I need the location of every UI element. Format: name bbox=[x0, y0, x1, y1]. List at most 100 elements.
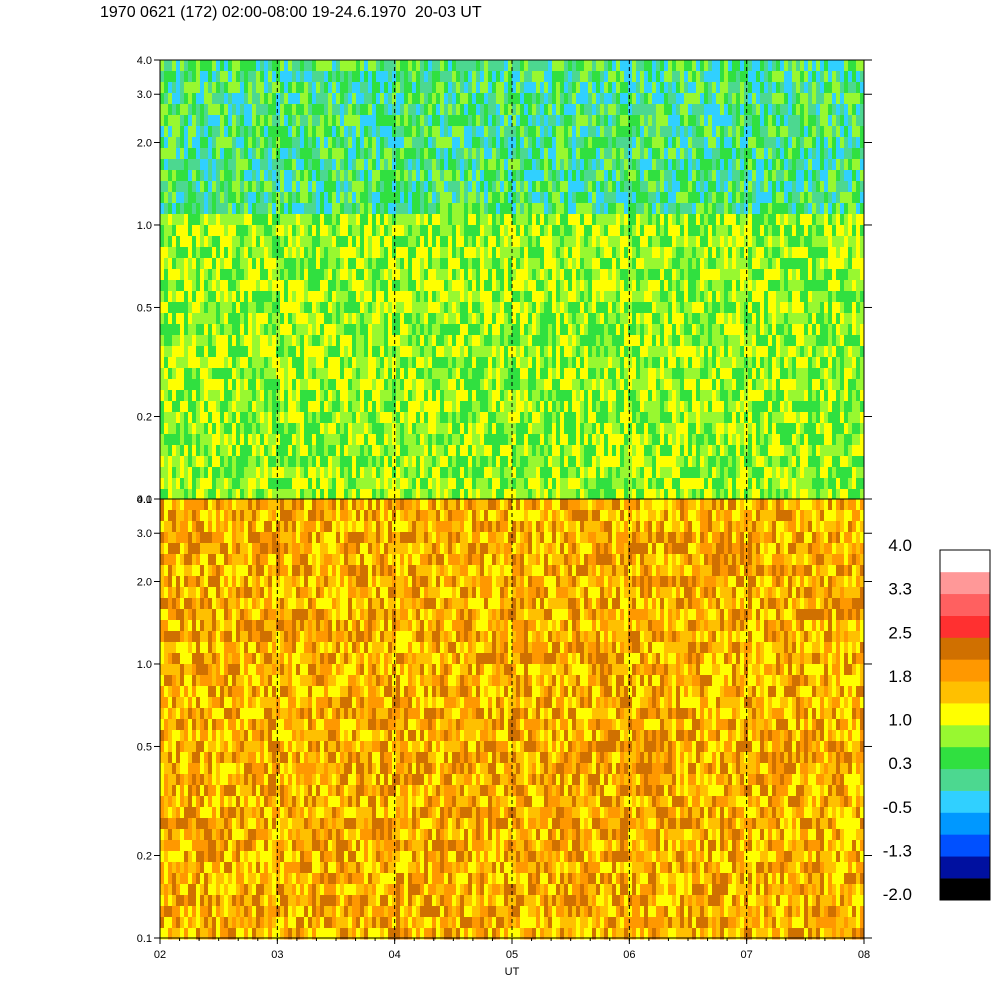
heatmap-cell bbox=[272, 324, 277, 336]
heatmap-cell bbox=[424, 390, 429, 402]
heatmap-cell bbox=[388, 467, 393, 479]
heatmap-cell bbox=[484, 346, 489, 358]
heatmap-cell bbox=[192, 478, 197, 490]
heatmap-cell bbox=[256, 269, 261, 281]
heatmap-cell bbox=[232, 412, 237, 424]
heatmap-cell bbox=[160, 302, 165, 314]
heatmap-cell bbox=[368, 412, 373, 424]
heatmap-cell bbox=[592, 489, 597, 501]
heatmap-cell bbox=[176, 423, 181, 435]
heatmap-cell bbox=[432, 445, 437, 457]
heatmap-cell bbox=[592, 203, 597, 215]
heatmap-cell bbox=[316, 434, 321, 446]
heatmap-cell bbox=[528, 401, 533, 413]
heatmap-cell bbox=[208, 478, 213, 490]
heatmap-cell bbox=[512, 148, 517, 160]
heatmap-cell bbox=[628, 170, 633, 182]
heatmap-cell bbox=[352, 115, 357, 127]
heatmap-cell bbox=[308, 368, 313, 380]
heatmap-cell bbox=[524, 214, 529, 226]
heatmap-cell bbox=[636, 313, 641, 325]
heatmap-cell bbox=[508, 214, 513, 226]
heatmap-cell bbox=[512, 137, 517, 149]
heatmap-cell bbox=[248, 181, 253, 193]
heatmap-cell bbox=[368, 379, 373, 391]
heatmap-cell bbox=[360, 137, 365, 149]
heatmap-cell bbox=[300, 379, 305, 391]
heatmap-cell bbox=[628, 456, 633, 468]
heatmap-cell bbox=[316, 335, 321, 347]
heatmap-cell bbox=[596, 456, 601, 468]
heatmap-cell bbox=[448, 126, 453, 138]
heatmap-cell bbox=[284, 203, 289, 215]
heatmap-cell bbox=[620, 236, 625, 248]
heatmap-cell bbox=[232, 225, 237, 237]
heatmap-cell bbox=[524, 115, 529, 127]
heatmap-cell bbox=[328, 126, 333, 138]
heatmap-cell bbox=[304, 302, 309, 314]
heatmap-cell bbox=[420, 456, 425, 468]
heatmap-cell bbox=[276, 467, 281, 479]
heatmap-cell bbox=[196, 291, 201, 303]
heatmap-cell bbox=[440, 115, 445, 127]
heatmap-cell bbox=[208, 104, 213, 116]
heatmap-cell bbox=[484, 379, 489, 391]
heatmap-cell bbox=[284, 401, 289, 413]
heatmap-cell bbox=[500, 280, 505, 292]
heatmap-cell bbox=[648, 324, 653, 336]
heatmap-cell bbox=[640, 291, 645, 303]
heatmap-cell bbox=[416, 203, 421, 215]
heatmap-cell bbox=[216, 335, 221, 347]
heatmap-cell bbox=[252, 401, 257, 413]
heatmap-cell bbox=[292, 236, 297, 248]
heatmap-cell bbox=[600, 291, 605, 303]
heatmap-cell bbox=[524, 203, 529, 215]
heatmap-cell bbox=[260, 445, 265, 457]
heatmap-cell bbox=[220, 82, 225, 94]
heatmap-cell bbox=[560, 434, 565, 446]
heatmap-cell bbox=[328, 335, 333, 347]
heatmap-cell bbox=[608, 368, 613, 380]
heatmap-cell bbox=[628, 225, 633, 237]
heatmap-cell bbox=[200, 467, 205, 479]
heatmap-cell bbox=[476, 170, 481, 182]
heatmap-cell bbox=[576, 280, 581, 292]
heatmap-cell bbox=[404, 137, 409, 149]
heatmap-cell bbox=[552, 60, 557, 72]
heatmap-cell bbox=[640, 467, 645, 479]
heatmap-cell bbox=[420, 412, 425, 424]
heatmap-cell bbox=[208, 368, 213, 380]
heatmap-cell bbox=[644, 126, 649, 138]
heatmap-cell bbox=[496, 214, 501, 226]
heatmap-cell bbox=[488, 148, 493, 160]
heatmap-cell bbox=[600, 346, 605, 358]
heatmap-cell bbox=[356, 236, 361, 248]
heatmap-cell bbox=[656, 159, 661, 171]
heatmap-cell bbox=[292, 346, 297, 358]
heatmap-cell bbox=[328, 412, 333, 424]
heatmap-cell bbox=[260, 181, 265, 193]
heatmap-cell bbox=[328, 104, 333, 116]
heatmap-cell bbox=[380, 137, 385, 149]
heatmap-cell bbox=[172, 170, 177, 182]
heatmap-cell bbox=[384, 291, 389, 303]
heatmap-cell bbox=[184, 445, 189, 457]
heatmap-cell bbox=[604, 214, 609, 226]
heatmap-cell bbox=[200, 258, 205, 270]
heatmap-cell bbox=[608, 390, 613, 402]
heatmap-cell bbox=[476, 280, 481, 292]
heatmap-cell bbox=[452, 423, 457, 435]
heatmap-cell bbox=[176, 126, 181, 138]
heatmap-cell bbox=[580, 236, 585, 248]
heatmap-cell bbox=[520, 324, 525, 336]
heatmap-cell bbox=[340, 148, 345, 160]
heatmap-cell bbox=[496, 335, 501, 347]
heatmap-cell bbox=[180, 291, 185, 303]
heatmap-cell bbox=[204, 478, 209, 490]
heatmap-cell bbox=[236, 456, 241, 468]
heatmap-cell bbox=[516, 456, 521, 468]
heatmap-cell bbox=[176, 390, 181, 402]
heatmap-cell bbox=[628, 115, 633, 127]
heatmap-cell bbox=[444, 258, 449, 270]
heatmap-cell bbox=[596, 104, 601, 116]
